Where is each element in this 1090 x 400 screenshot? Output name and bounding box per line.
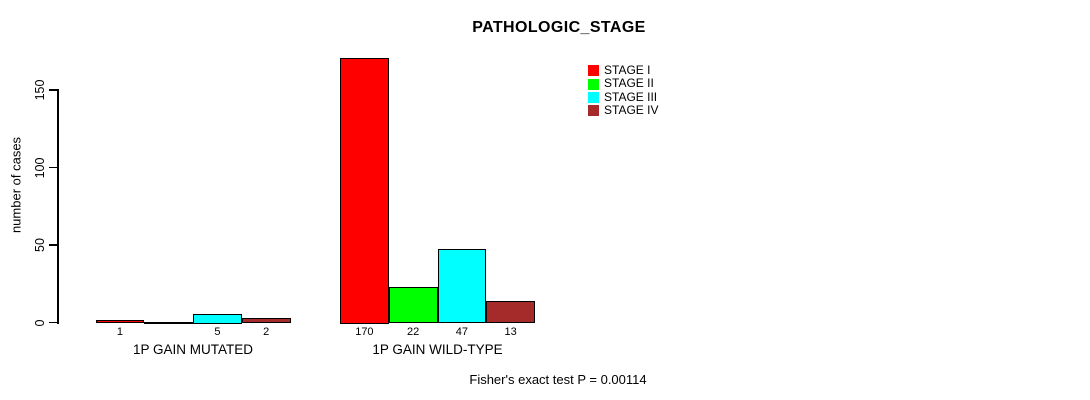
y-tick-label: 0 <box>33 319 47 326</box>
legend-swatch <box>588 105 599 117</box>
bar-value-label: 13 <box>504 326 517 338</box>
legend-item: STAGE I <box>588 63 658 77</box>
y-tick-mark <box>49 89 57 91</box>
y-tick-label: 100 <box>33 157 47 178</box>
bar-stage-iv <box>486 301 535 324</box>
bar-value-label: 170 <box>355 326 374 338</box>
bar-value-label: 1 <box>116 326 123 338</box>
bar-value-label: 22 <box>407 326 420 338</box>
bar-stage-ii <box>144 321 193 324</box>
chart-title: PATHOLOGIC_STAGE <box>472 19 646 36</box>
y-tick-mark <box>49 321 57 324</box>
bar-stage-i <box>95 319 145 324</box>
legend-swatch <box>588 65 599 77</box>
bar-value-label: 47 <box>455 326 468 338</box>
fisher-test-annotation: Fisher's exact test P = 0.00114 <box>469 372 647 387</box>
bar-stage-i <box>340 58 389 324</box>
legend-item: STAGE II <box>588 76 658 91</box>
legend-swatch <box>588 91 599 103</box>
bar-value-label: 2 <box>263 326 270 338</box>
bar-stage-iii <box>437 248 487 324</box>
y-tick-label: 150 <box>33 79 47 101</box>
y-tick-mark <box>49 166 57 169</box>
legend: STAGE I STAGE II STAGE III STAGE IV <box>588 63 659 118</box>
y-axis-line <box>57 89 59 324</box>
legend-item-label: STAGE II <box>604 76 654 91</box>
legend-item-label: STAGE III <box>604 89 658 104</box>
y-tick-mark <box>49 244 57 246</box>
legend-item: STAGE III <box>588 89 658 104</box>
bar-value-label: 5 <box>214 326 221 338</box>
bar-stage-iv <box>241 318 291 324</box>
bar-stage-ii <box>388 287 438 324</box>
legend-item-label: STAGE I <box>604 63 651 77</box>
category-label: 1P GAIN WILD-TYPE <box>372 342 503 357</box>
y-tick-label: 50 <box>33 238 47 252</box>
legend-swatch <box>588 78 599 90</box>
category-label: 1P GAIN MUTATED <box>132 342 254 357</box>
legend-item-label: STAGE IV <box>604 103 659 118</box>
bar-stage-iii <box>193 313 242 324</box>
y-axis-label: number of cases <box>8 136 24 234</box>
legend-item: STAGE IV <box>588 103 659 118</box>
